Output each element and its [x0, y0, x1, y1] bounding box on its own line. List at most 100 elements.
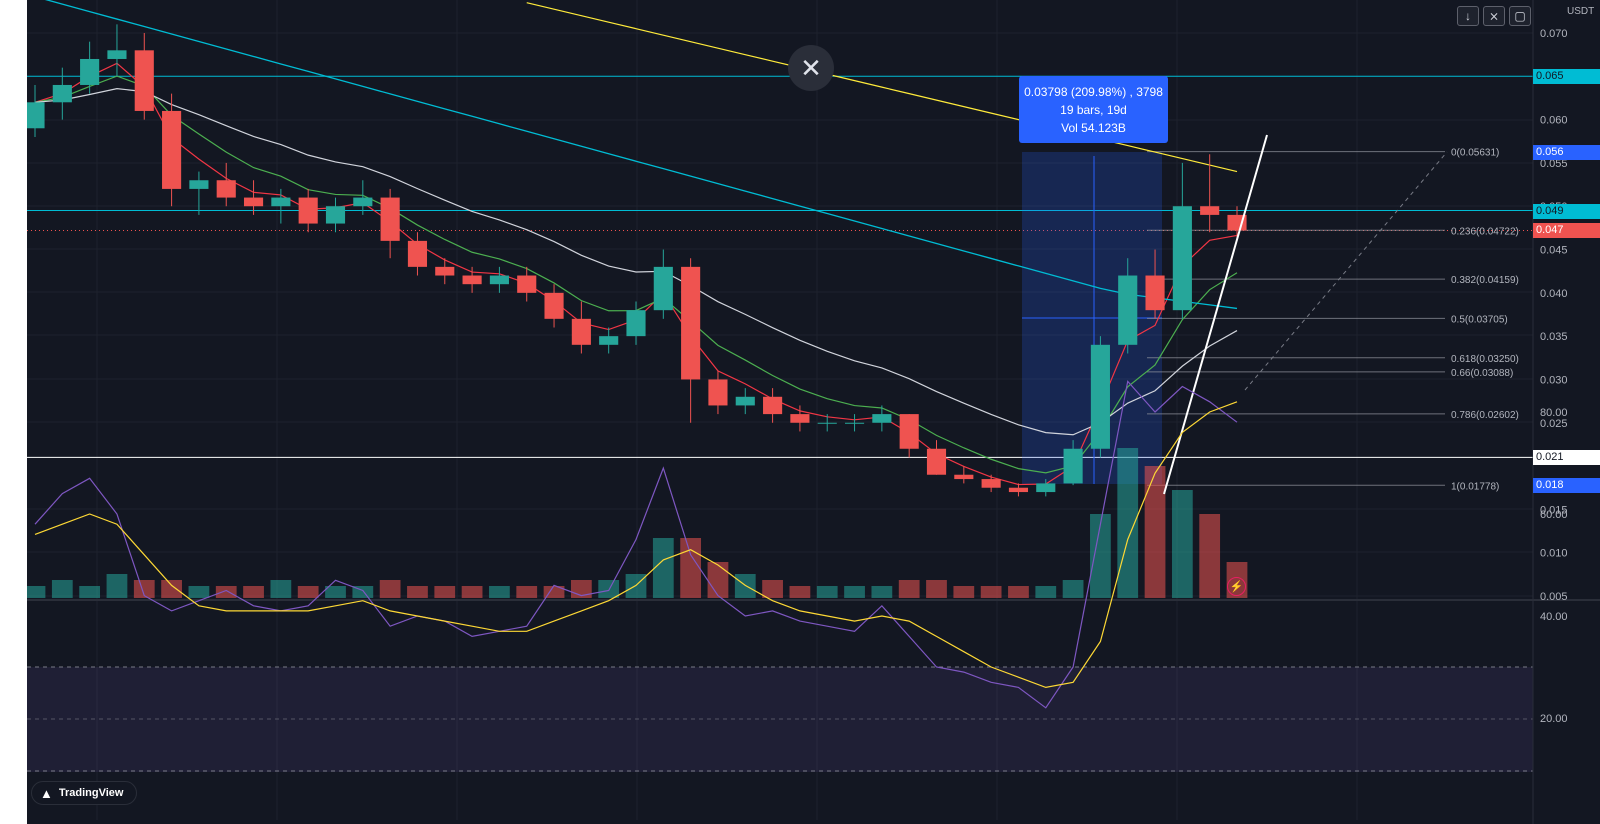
volume-bar — [51, 580, 73, 598]
candle-body — [571, 318, 591, 345]
volume-bar — [1144, 466, 1166, 598]
price-chart-svg[interactable]: 0(0.05631) 0.236(0.04722) 0.382(0.04159) 0.… — [27, 0, 1600, 824]
volume-bar — [516, 586, 538, 598]
measure-tooltip: 0.03798 (209.98%) , 3798 19 bars, 19d Vo… — [1019, 76, 1168, 143]
price-tag-4: 0.021 — [1533, 450, 1600, 466]
tradingview-logo-text: TradingView — [58, 787, 124, 799]
price-axis-tick: 0.005 — [1540, 591, 1568, 603]
fib-level-label-6: 0.786(0.02602) — [1451, 410, 1519, 421]
candle-body — [626, 310, 646, 337]
chart-area[interactable]: 0(0.05631) 0.236(0.04722) 0.382(0.04159) 0.… — [27, 0, 1600, 824]
volume-bar — [1199, 514, 1221, 598]
volume-bar — [598, 580, 620, 598]
candle-body — [1036, 483, 1056, 493]
volume-bar — [106, 574, 128, 598]
price-axis-tick: 0.035 — [1540, 331, 1568, 343]
volume-bar — [434, 586, 456, 598]
candle-body — [872, 414, 892, 423]
price-tag-0: 0.065 — [1533, 69, 1600, 85]
measure-volume: Vol 54.123B — [1061, 120, 1126, 135]
lightning-icon[interactable]: ⚡ — [1227, 577, 1246, 596]
candle-body — [517, 275, 537, 293]
volume-bar — [1090, 514, 1111, 598]
volume-bar — [407, 586, 428, 598]
candle-body — [653, 266, 673, 311]
candle-body — [1090, 344, 1110, 449]
candle-body — [1063, 448, 1083, 484]
candle-body — [954, 474, 974, 480]
candle-body — [271, 197, 291, 207]
price-axis-tick: 0.070 — [1540, 28, 1568, 40]
tradingview-logo-icon: ▲ — [40, 785, 53, 801]
currency-label: USDT — [1567, 6, 1595, 17]
candle-body — [817, 422, 837, 424]
rsi-ma-line — [34, 401, 1238, 689]
price-axis-tick: 0.015 — [1540, 504, 1568, 516]
tradingview-logo[interactable]: ▲ TradingView — [31, 781, 137, 805]
candle-body — [1200, 206, 1220, 215]
candle-body — [52, 84, 72, 103]
close-button[interactable]: ✕ — [788, 45, 834, 91]
candle-body — [1145, 275, 1165, 311]
rsi-axis-tick: 40.00 — [1540, 611, 1568, 623]
rsi-axis-tick: 20.00 — [1540, 713, 1568, 725]
volume-bar — [680, 538, 702, 598]
candle-body — [1172, 206, 1192, 311]
price-tag-5: 0.018 — [1533, 478, 1600, 494]
candle-body — [298, 197, 318, 224]
volume-bar — [161, 580, 182, 598]
volume-bar — [27, 586, 46, 598]
price-axis-tick: 0.060 — [1540, 115, 1568, 127]
candle-body — [162, 110, 182, 189]
volume-bar — [243, 586, 264, 598]
candle-body — [681, 266, 701, 380]
close-icon: ✕ — [800, 52, 822, 83]
candle-body — [599, 336, 619, 345]
volume-bar — [1008, 586, 1029, 598]
fib-level-label-0: 0(0.05631) — [1451, 148, 1499, 159]
price-axis-tick: 0.010 — [1540, 548, 1568, 560]
fib-level-label-7: 1(0.01778) — [1451, 481, 1499, 492]
candle-body — [216, 180, 236, 198]
rsi-axis-tick: 80.00 — [1540, 407, 1568, 419]
candle-body — [735, 396, 755, 406]
volume-bar — [762, 580, 783, 598]
candle-body — [353, 197, 373, 207]
fullscreen-icon[interactable]: ▢ — [1509, 6, 1531, 26]
price-tag-1: 0.056 — [1533, 144, 1600, 160]
candle-body — [27, 102, 45, 129]
volume-bar — [270, 580, 292, 598]
ma-cyan-line — [44, 0, 1238, 310]
candle-body — [243, 197, 264, 207]
volume-bar — [489, 586, 510, 598]
price-axis-tick: 0.025 — [1540, 418, 1568, 430]
volume-bar — [215, 586, 237, 598]
volume-bar — [652, 538, 674, 598]
candle-body — [189, 180, 209, 189]
price-tag-3: 0.047 — [1533, 223, 1600, 239]
volume-bar — [1035, 586, 1057, 598]
price-axis-tick: 0.040 — [1540, 288, 1568, 300]
volume-bar — [188, 586, 210, 598]
volume-bar — [461, 586, 483, 598]
candle-body — [380, 197, 400, 241]
candle-body — [80, 58, 100, 85]
candle-body — [1008, 487, 1029, 493]
fib-level-label-1: 0.236(0.04722) — [1451, 226, 1519, 237]
collapse-icon[interactable]: ⨯ — [1483, 6, 1505, 26]
ma-yellow-line — [526, 2, 1238, 173]
price-tag-2: 0.049 — [1533, 203, 1600, 219]
fib-level-label-4: 0.618(0.03250) — [1451, 354, 1519, 365]
candle-body — [981, 479, 1001, 488]
candle-body — [489, 275, 509, 285]
volume-bar — [1062, 580, 1084, 598]
volume-bar — [789, 586, 811, 598]
price-axis-tick: 0.030 — [1540, 374, 1568, 386]
volume-bar — [543, 586, 565, 598]
volume-bar — [133, 580, 155, 598]
price-axis-tick: 0.045 — [1540, 245, 1568, 257]
candle-body — [462, 275, 482, 285]
volume-bar — [844, 586, 865, 598]
candle-body — [790, 414, 810, 423]
arrow-down-icon[interactable]: ↓ — [1457, 6, 1479, 26]
